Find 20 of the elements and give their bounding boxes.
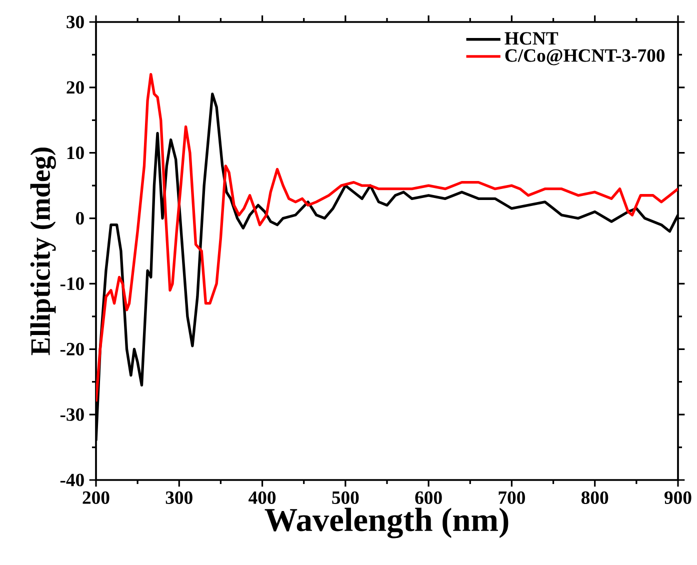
- x-tick-label: 200: [82, 491, 110, 504]
- x-tick-label: 400: [248, 491, 276, 504]
- y-tick-label: 10: [67, 146, 84, 160]
- x-tick-label: 800: [581, 491, 608, 504]
- x-tick-label: 300: [166, 491, 192, 504]
- x-tick-label: 900: [664, 491, 692, 504]
- y-tick-label: 20: [66, 81, 84, 94]
- y-axis-title: Ellipticity (mdeg): [30, 148, 56, 356]
- x-tick-label: 500: [332, 491, 359, 504]
- x-tick-label: 600: [415, 491, 442, 504]
- y-tick-label: -10: [60, 277, 84, 290]
- legend-label: C/Co@HCNT-3-700: [505, 49, 665, 66]
- y-tick-label: -40: [60, 474, 84, 486]
- y-tick-label: -30: [60, 408, 84, 421]
- y-tick-label: 0: [76, 212, 84, 225]
- y-tick-label: -20: [60, 342, 84, 356]
- y-tick-label: 30: [66, 16, 84, 28]
- x-axis-title: Wavelength (nm): [264, 508, 508, 538]
- legend-label: HCNT: [504, 32, 558, 45]
- x-tick-label: 700: [498, 491, 525, 504]
